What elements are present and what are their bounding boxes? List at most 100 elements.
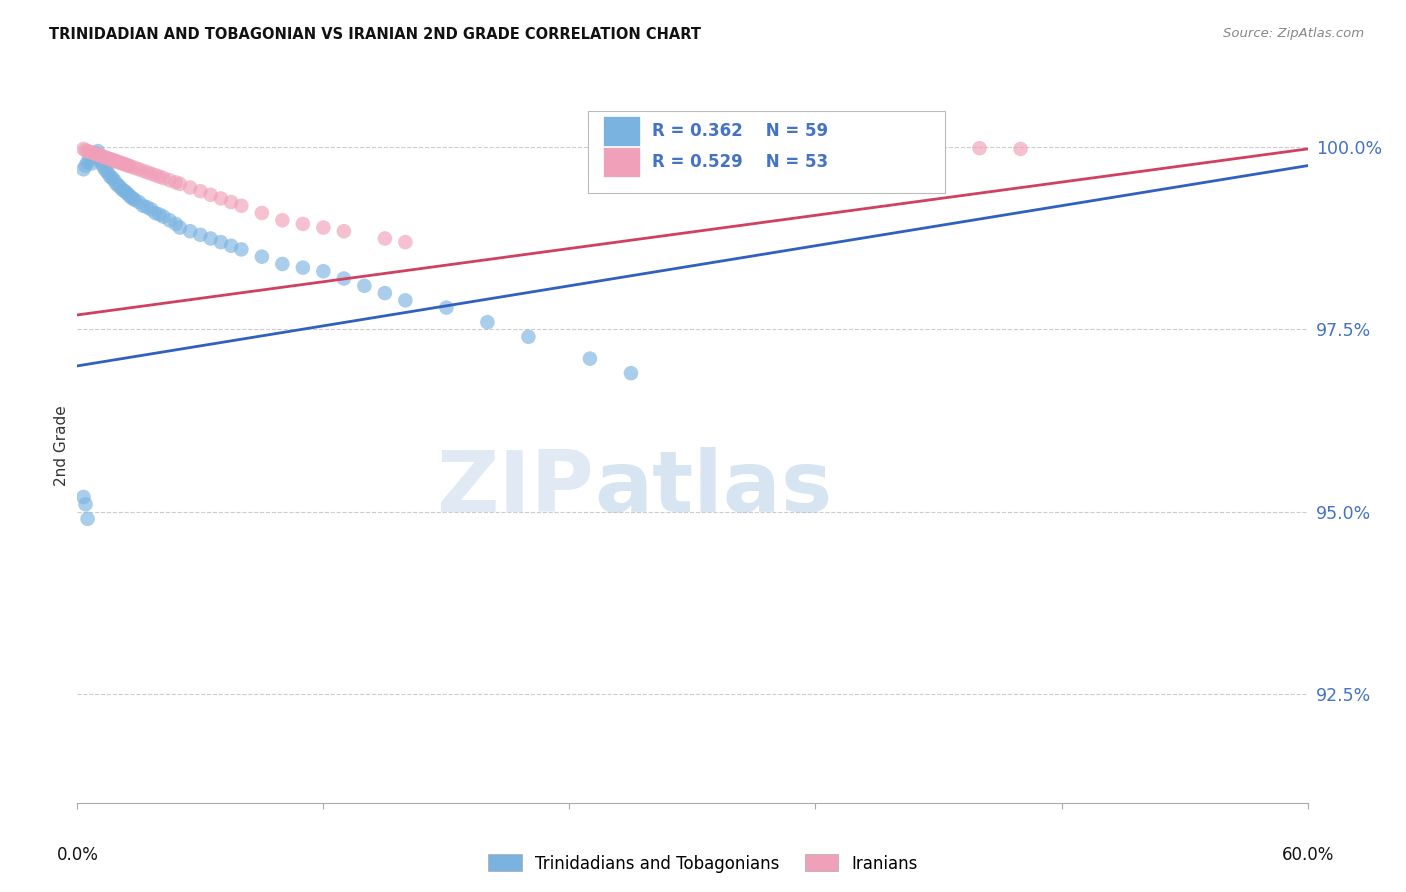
Point (72, 490, 94, 504)
Point (110, 155, 132, 169)
Point (143, 206, 166, 220)
Point (436, 301, 458, 315)
Point (928, 140, 950, 154)
Point (148, 169, 170, 184)
Text: 0.0%: 0.0% (56, 847, 98, 864)
Point (845, 139, 868, 153)
Point (312, 220, 335, 235)
Text: ZIP: ZIP (436, 447, 595, 531)
Point (152, 171, 174, 186)
Point (83, 146, 105, 161)
Point (333, 224, 356, 238)
Point (120, 160, 142, 174)
Point (394, 293, 416, 308)
Point (219, 239, 242, 253)
Point (886, 139, 908, 153)
Point (132, 199, 155, 213)
Point (80, 145, 103, 160)
Point (188, 184, 212, 198)
Point (98, 152, 121, 166)
Point (75, 159, 97, 173)
Point (84, 147, 107, 161)
Point (291, 260, 314, 275)
Point (103, 153, 125, 168)
Point (219, 195, 242, 210)
Point (620, 366, 643, 380)
Point (143, 168, 166, 182)
Point (80, 156, 103, 170)
Point (75, 144, 97, 158)
Point (111, 183, 134, 197)
Point (231, 199, 253, 213)
Point (79, 152, 101, 166)
Point (200, 231, 222, 245)
Point (271, 213, 294, 227)
Text: R = 0.362    N = 59: R = 0.362 N = 59 (652, 121, 828, 139)
Point (128, 162, 150, 177)
Point (101, 153, 124, 167)
Point (93, 161, 115, 175)
Point (110, 180, 132, 194)
Point (200, 187, 222, 202)
Point (579, 351, 602, 366)
Text: Source: ZipAtlas.com: Source: ZipAtlas.com (1223, 27, 1364, 40)
Point (121, 191, 143, 205)
Point (97, 152, 120, 166)
Point (141, 167, 163, 181)
Point (394, 235, 416, 249)
Point (477, 315, 499, 329)
Point (101, 171, 124, 186)
Point (188, 227, 212, 242)
Point (87, 149, 110, 163)
Y-axis label: 2nd Grade: 2nd Grade (53, 406, 69, 486)
Point (128, 195, 150, 210)
FancyBboxPatch shape (603, 147, 640, 177)
Point (97, 166, 120, 180)
Point (107, 155, 129, 169)
Legend: Trinidadians and Tobagonians, Iranians: Trinidadians and Tobagonians, Iranians (482, 847, 924, 880)
Point (115, 186, 138, 200)
Point (90, 149, 114, 163)
Point (90, 157, 114, 171)
Point (209, 235, 232, 249)
Point (89, 153, 111, 168)
Point (374, 231, 396, 245)
Point (72, 142, 94, 156)
Point (117, 187, 139, 202)
Point (107, 178, 129, 193)
Point (136, 200, 159, 214)
Point (165, 175, 187, 189)
Point (114, 157, 136, 171)
Point (159, 173, 181, 187)
Point (76, 512, 98, 526)
Point (103, 173, 125, 187)
Text: TRINIDADIAN AND TOBAGONIAN VS IRANIAN 2ND GRADE CORRELATION CHART: TRINIDADIAN AND TOBAGONIAN VS IRANIAN 2N… (49, 27, 702, 42)
Point (291, 217, 314, 231)
Point (72, 162, 94, 177)
Point (111, 156, 134, 170)
Point (83, 147, 105, 161)
Point (250, 206, 273, 220)
Point (94, 151, 117, 165)
Point (165, 217, 187, 231)
Point (115, 158, 138, 172)
Point (141, 202, 163, 217)
Point (374, 286, 396, 301)
Point (93, 150, 115, 164)
Point (231, 243, 253, 257)
Point (969, 141, 991, 155)
Point (1010, 142, 1032, 156)
Point (79, 145, 101, 159)
Point (312, 264, 335, 278)
Point (120, 190, 142, 204)
Text: atlas: atlas (595, 447, 832, 531)
Point (159, 213, 181, 227)
Point (117, 159, 139, 173)
FancyBboxPatch shape (603, 116, 640, 145)
Point (105, 177, 128, 191)
Point (517, 330, 540, 344)
Point (105, 154, 128, 169)
Point (114, 184, 136, 198)
Point (75, 497, 97, 511)
Point (87, 144, 110, 158)
